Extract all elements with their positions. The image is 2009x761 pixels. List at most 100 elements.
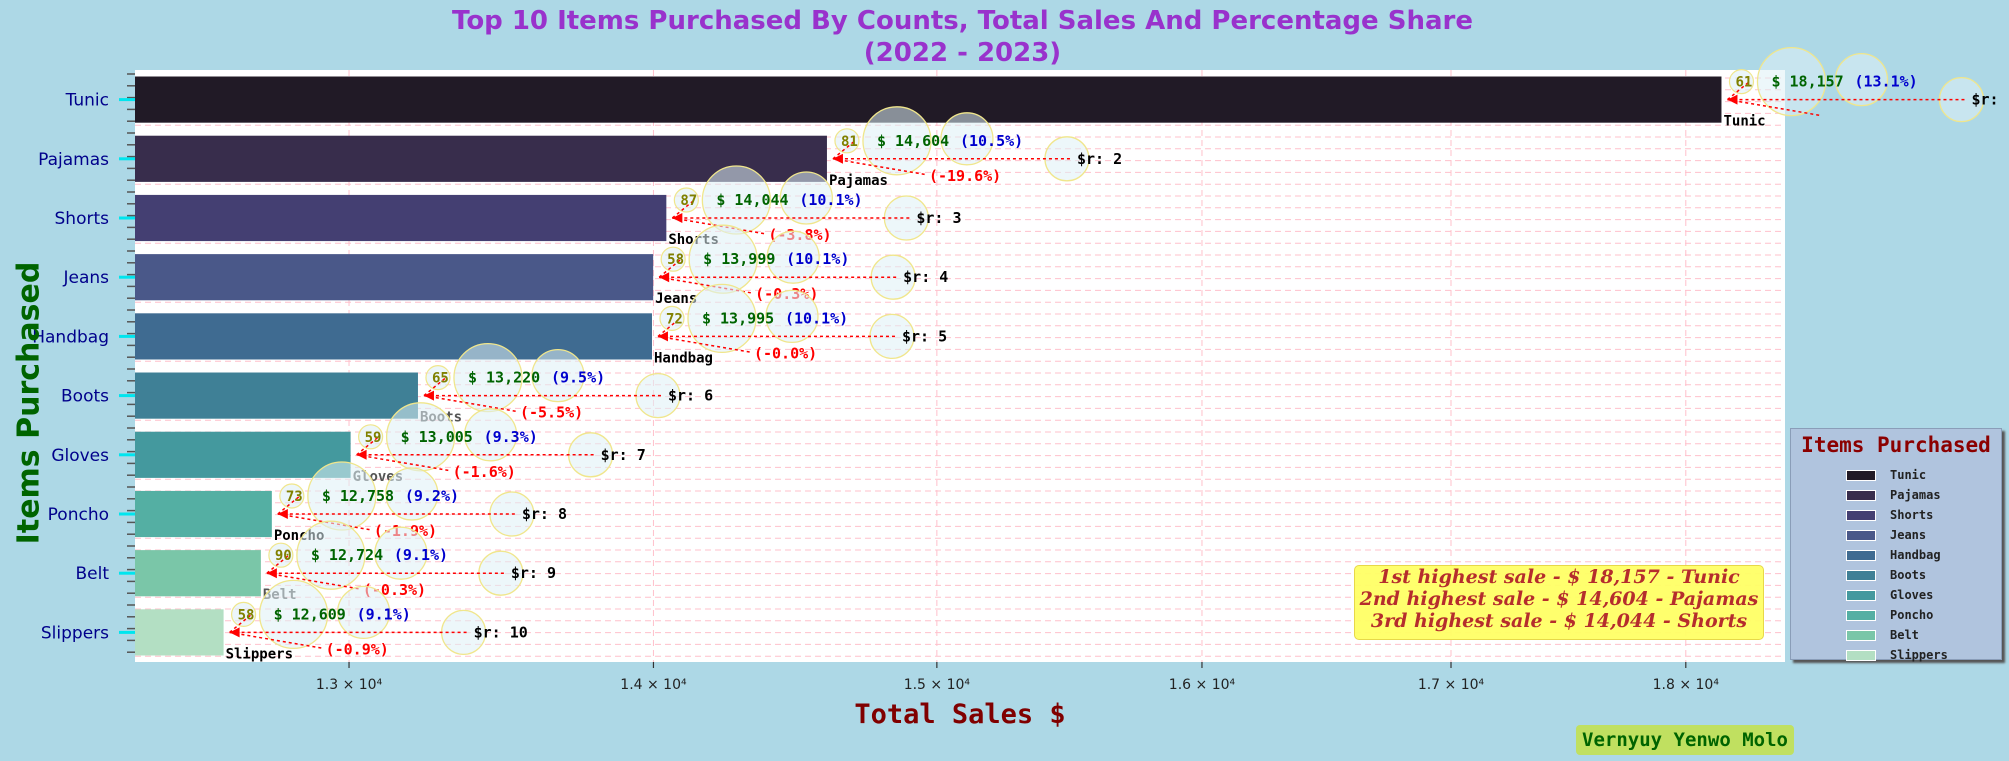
count-arrow-line [266,554,290,574]
legend-item: Boots [1846,565,2001,585]
arrow-head [277,509,288,519]
y-tick-label: Pajamas [38,150,109,170]
bubble [765,289,819,344]
y-tick-label: Gloves [51,446,109,466]
count-arrow-line [657,317,681,337]
value-label: $ 13,220 [468,369,540,387]
axes: Tunic Pajamas Shorts Jeans Handbag Boots Glove… [32,73,1720,693]
legend-label: Tunic [1890,468,1927,482]
bubble [1728,68,1755,95]
share-label: (13.1%) [1854,73,1917,91]
bubble [834,128,860,154]
count-label: 61 [1735,75,1752,91]
count-label: 73 [286,489,303,505]
bubble [1834,52,1889,107]
y-tick-label: Belt [75,564,109,584]
legend-swatch [1846,609,1876,621]
bar [135,609,224,656]
change-arrow-line [672,217,767,235]
legend-items: Tunic Pajamas Shorts Jeans Handbag Boots Glove… [1791,465,2001,665]
change-arrow-line [1727,98,1822,117]
bubble [1756,46,1827,117]
legend-label: Poncho [1890,608,1934,622]
legend-label: Belt [1890,628,1919,642]
rank-label: $r: 7 [601,446,646,464]
bar [135,254,654,301]
change-label: (-5.5%) [520,404,583,422]
arrow-head [1727,94,1738,105]
bar-end-label: Handbag [654,350,713,366]
change-label: (-1.6%) [453,463,516,481]
bubble [385,467,439,521]
rank-label: $r: 5 [902,327,947,345]
count-label: 59 [365,430,382,446]
legend-swatch [1846,549,1876,561]
share-label: (9.3%) [484,428,538,446]
bubble [425,365,451,391]
legend-item: Belt [1846,625,2001,645]
bar [135,431,351,478]
bar-end-label: Slippers [226,646,293,662]
share-label: (9.5%) [551,369,605,387]
y-tick-label: Handbag [32,327,109,347]
y-axis-label: Items Purchased [12,262,47,545]
value-label: $ 14,044 [716,191,788,209]
value-label: $ 12,724 [311,546,383,564]
change-label: (-19.6%) [929,167,1001,185]
arrow-head [356,449,367,460]
count-arrow-line [423,377,447,397]
author-credit: Vernyuy Yenwo Molo [1576,725,1794,755]
legend-label: Gloves [1890,588,1934,602]
legend-item: Tunic [1846,465,2001,485]
change-arrow-line [229,631,324,650]
count-arrow-line [1726,81,1750,101]
count-label: 65 [432,371,449,387]
count-arrow-line [356,436,380,456]
legend-label: Handbag [1890,548,1941,562]
x-tick-label: 1.8 × 10⁴ [1653,677,1720,693]
bar [135,76,1722,123]
legend-item: Handbag [1846,545,2001,565]
bubble [687,283,757,354]
legend-item: Jeans [1846,525,2001,545]
count-label: 58 [667,252,684,268]
chart-subtitle: (2022 - 2023) [863,38,1062,68]
bubble [673,187,699,213]
y-tick-label: Slippers [41,623,109,643]
bar-end-label: Jeans [655,291,697,307]
change-arrow-line [266,572,362,590]
count-label: 87 [680,193,697,209]
legend-label: Jeans [1890,528,1927,542]
share-label: (9.1%) [357,605,411,623]
share-label: (10.1%) [799,191,862,209]
rank-label: $r: 6 [668,387,713,405]
count-arrow-line [671,199,695,219]
value-label: $ 13,005 [401,428,473,446]
bubble [258,579,329,650]
legend-swatch [1846,589,1876,601]
summary-line-3: 3rd highest sale - $ 14,044 - Shorts [1370,610,1748,632]
arrow-head [266,568,277,579]
bubble [779,171,833,225]
count-label: 90 [275,548,292,564]
arrow-head [423,390,434,401]
count-arrow-line [658,258,682,278]
value-label: $ 14,604 [877,132,949,150]
bubble [358,424,384,450]
bar [135,313,652,360]
bars [135,76,1722,656]
bar [135,194,667,242]
legend-swatch [1846,569,1876,581]
annotations: 61 $ 18,157 (13.1%) $r: 1 Tunic 81 $ 14,604 (10… [226,46,2009,662]
y-tick-label: Jeans [62,268,109,288]
legend-swatch [1846,529,1876,541]
y-tick-label: Poncho [48,505,109,525]
change-arrow-line [423,394,519,413]
share-label: (10.1%) [786,250,849,268]
count-label: 58 [238,607,255,623]
x-tick-label: 1.4 × 10⁴ [620,677,687,693]
legend: Items Purchased Tunic Pajamas Shorts Jeans H… [1790,428,2002,662]
summary-line-2: 2nd highest sale - $ 14,604 - Pajamas [1359,588,1759,610]
change-arrow-line [277,513,372,531]
